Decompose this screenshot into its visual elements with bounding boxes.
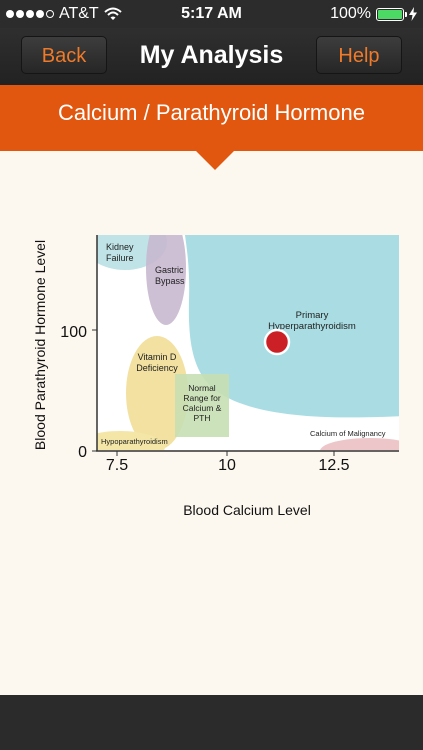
wifi-icon: [104, 7, 122, 20]
region-label-calcium-of-malignancy: Calcium of Malignancy: [310, 429, 386, 438]
back-button[interactable]: Back: [21, 36, 107, 74]
page-title: My Analysis: [139, 41, 284, 69]
region-calcium-of-malignancy: [320, 438, 399, 450]
banner-pointer-arrow: [196, 151, 234, 170]
battery-percent: 100%: [330, 5, 371, 22]
region-gastric-bypass: [146, 235, 186, 325]
region-label-gastric-bypass: Gastric Bypass: [155, 265, 185, 286]
region-label-hypoparathyroidism: Hypoparathyroidism: [101, 437, 168, 446]
x-tick-label-12-5: 12.5: [318, 457, 349, 474]
charging-bolt-icon: [409, 7, 417, 21]
section-banner: Calcium / Parathyroid Hormone: [0, 85, 423, 151]
status-left: AT&T: [6, 5, 122, 23]
region-primary-hyperparathyroidism: [185, 235, 399, 418]
battery-icon: [376, 7, 407, 21]
calcium-pth-chart: Kidney Failure Gastric Bypass Primary Hyper…: [0, 160, 423, 560]
status-bar: AT&T 5:17 AM 100%: [0, 0, 423, 28]
status-time: 5:17 AM: [181, 5, 242, 22]
region-hypoparathyroidism: [97, 431, 165, 450]
region-label-kidney-failure: Kidney Failure: [106, 242, 134, 263]
help-button[interactable]: Help: [316, 36, 402, 74]
region-label-normal-range: Normal Range for Calcium & PTH: [183, 383, 222, 423]
navigation-bar: Back My Analysis Help: [0, 28, 423, 85]
x-tick-label-10: 10: [218, 457, 236, 474]
status-right: 100%: [330, 5, 417, 23]
y-tick-label-0: 0: [78, 444, 87, 461]
region-label-primary-hyperparathyroidism: Primary Hyperparathyroidism: [268, 310, 356, 332]
carrier-name: AT&T: [59, 5, 99, 22]
x-axis-label: Blood Calcium Level: [183, 502, 311, 518]
region-label-vitamin-d-deficiency: Vitamin D Deficiency: [136, 352, 178, 373]
bottom-toolbar: [0, 695, 423, 750]
y-axis-label: Blood Parathyroid Hormone Level: [32, 240, 48, 450]
x-tick-label-7-5: 7.5: [106, 457, 128, 474]
current-result-marker[interactable]: [263, 328, 291, 356]
region-vitamin-d-deficiency: [126, 336, 188, 450]
region-normal-range: [175, 374, 229, 437]
signal-strength-icon: [6, 10, 54, 18]
y-tick-label-100: 100: [60, 324, 87, 341]
